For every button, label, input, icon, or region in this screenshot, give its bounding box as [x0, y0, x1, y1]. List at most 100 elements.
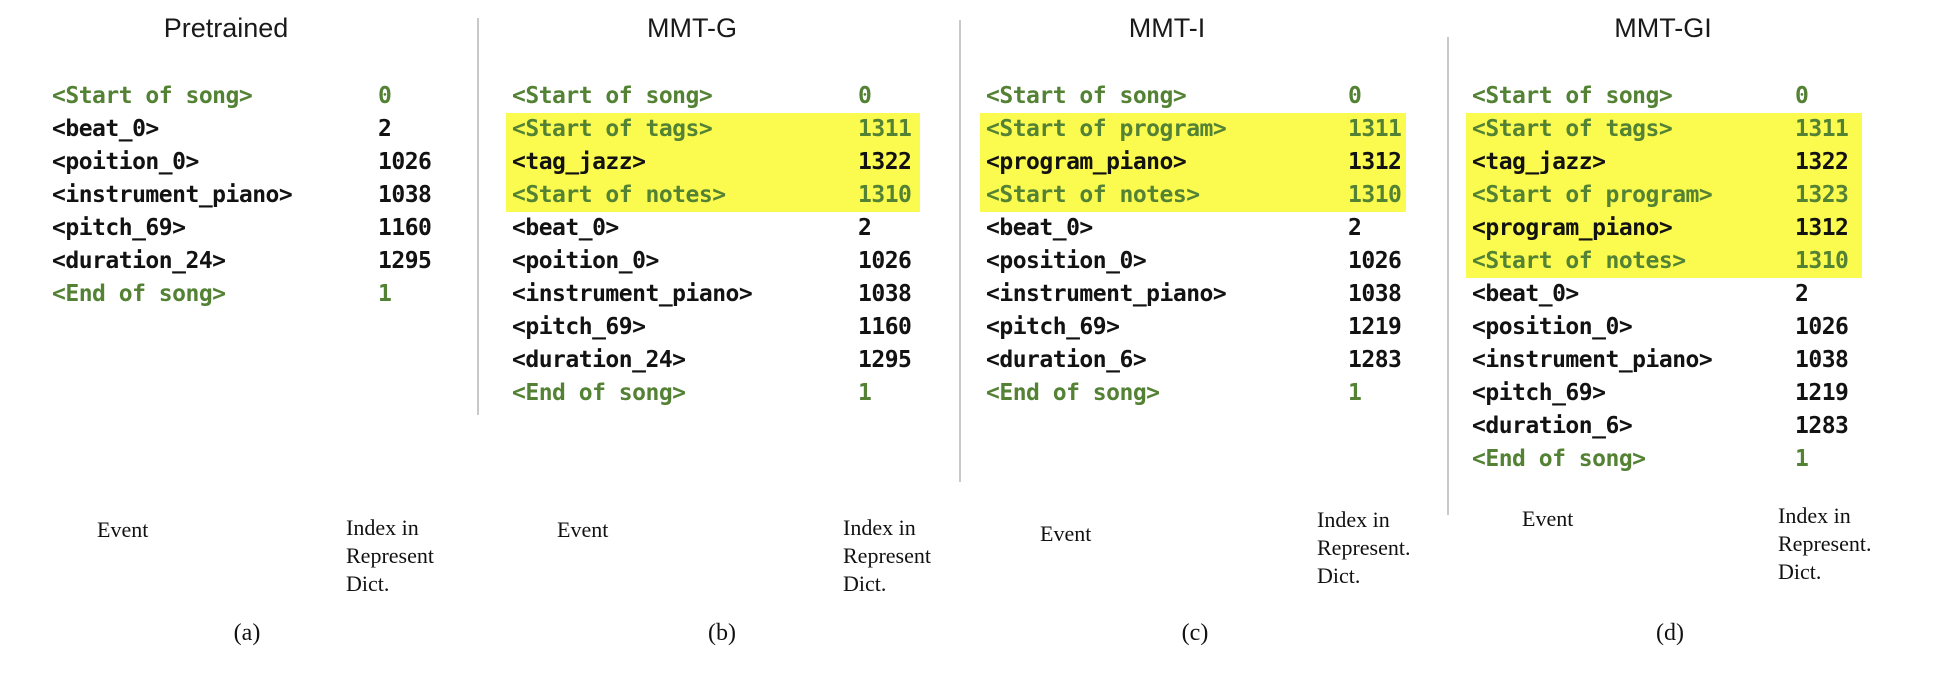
token-index: 1038 — [1348, 281, 1402, 307]
event-token: <Start of song> — [986, 83, 1187, 109]
event-token: <duration_6> — [986, 347, 1147, 373]
token-index: 1038 — [858, 281, 912, 307]
token-row: <pitch_69> 1219 — [980, 311, 1406, 344]
event-token: <beat_0> — [52, 116, 159, 142]
event-token: <pitch_69> — [52, 215, 186, 241]
panel-title: MMT-I — [1128, 13, 1206, 43]
token-row: <Start of song> 0 — [1466, 80, 1862, 113]
token-row: <instrument_piano> 1038 — [1466, 344, 1862, 377]
token-row: <beat_0> 2 — [1466, 278, 1862, 311]
index-column-label: Index in Represent Dict. — [346, 515, 434, 596]
token-index: 0 — [1795, 83, 1809, 109]
token-index: 1310 — [1348, 182, 1402, 208]
event-token: <beat_0> — [1472, 281, 1579, 307]
event-token: <End of song> — [986, 380, 1160, 406]
token-index: 1295 — [378, 248, 432, 274]
event-token: <End of song> — [1472, 446, 1646, 472]
token-row: <Start of song> 0 — [46, 80, 446, 113]
token-row: <beat_0> 2 — [46, 113, 446, 146]
event-token: <tag_jazz> — [1472, 149, 1606, 175]
panel-title: MMT-G — [647, 13, 737, 43]
token-index: 1311 — [1795, 116, 1849, 142]
token-row: <beat_0> 2 — [980, 212, 1406, 245]
event-token: <Start of notes> — [512, 182, 726, 208]
event-token: <Start of program> — [1472, 182, 1713, 208]
token-index: 1312 — [1795, 215, 1849, 241]
token-row: <pitch_69> 1160 — [506, 311, 920, 344]
event-token: <beat_0> — [512, 215, 619, 241]
event-token: <beat_0> — [986, 215, 1093, 241]
panel-caption: (b) — [708, 620, 736, 646]
event-token: <Start of tags> — [1472, 116, 1673, 142]
panel-caption: (a) — [233, 620, 261, 646]
token-row: <duration_6> 1283 — [980, 344, 1406, 377]
token-row: <position_0> 1026 — [1466, 311, 1862, 344]
token-row: <End of song> 1 — [506, 377, 920, 410]
token-index: 0 — [858, 83, 872, 109]
token-index: 1323 — [1795, 182, 1849, 208]
event-token: <program_piano> — [1472, 215, 1673, 241]
index-column-label: Index in Represent. Dict. — [1317, 507, 1411, 588]
token-index: 1 — [1795, 446, 1809, 472]
token-index: 0 — [1348, 83, 1362, 109]
event-token: <pitch_69> — [1472, 380, 1606, 406]
token-index: 1322 — [1795, 149, 1849, 175]
token-row: <tag_jazz> 1322 — [1466, 146, 1862, 179]
event-token: <tag_jazz> — [512, 149, 646, 175]
event-column-label: Event — [557, 517, 609, 542]
token-row: <Start of notes> 1310 — [980, 179, 1406, 212]
panel-divider — [959, 20, 961, 482]
event-token: <Start of song> — [1472, 83, 1673, 109]
token-row: <poition_0> 1026 — [506, 245, 920, 278]
panel-caption: (c) — [1181, 620, 1209, 646]
event-token: <duration_24> — [52, 248, 226, 274]
event-token: <position_0> — [986, 248, 1147, 274]
token-row: <duration_24> 1295 — [506, 344, 920, 377]
token-row: <program_piano> 1312 — [980, 146, 1406, 179]
token-index: 0 — [378, 83, 392, 109]
token-row: <pitch_69> 1160 — [46, 212, 446, 245]
token-index: 1311 — [1348, 116, 1402, 142]
token-index: 1295 — [858, 347, 912, 373]
token-index: 1310 — [1795, 248, 1849, 274]
event-token: <poition_0> — [52, 149, 199, 175]
panel-caption: (d) — [1656, 620, 1684, 646]
panel-divider — [1447, 37, 1449, 515]
token-index: 2 — [858, 215, 872, 241]
token-index: 1322 — [858, 149, 912, 175]
token-index: 1 — [1348, 380, 1362, 406]
event-token: <pitch_69> — [986, 314, 1120, 340]
token-index: 1 — [858, 380, 872, 406]
token-row: <Start of notes> 1310 — [1466, 245, 1862, 278]
token-index: 1219 — [1348, 314, 1402, 340]
token-row: <End of song> 1 — [980, 377, 1406, 410]
panel-d: MMT-GI <Start of song> 0 <Start of tags> 13… — [1466, 0, 1871, 678]
token-index: 1283 — [1348, 347, 1402, 373]
event-token: <Start of song> — [52, 83, 253, 109]
panel-c: MMT-I <Start of song> 0 <Start of program>… — [980, 0, 1410, 678]
token-index: 1160 — [858, 314, 912, 340]
event-token: <instrument_piano> — [986, 281, 1227, 307]
event-token: <duration_24> — [512, 347, 686, 373]
token-row: <Start of tags> 1311 — [506, 113, 920, 146]
event-column-label: Event — [97, 517, 149, 542]
token-index: 1 — [378, 281, 392, 307]
token-row: <instrument_piano> 1038 — [980, 278, 1406, 311]
token-row: <position_0> 1026 — [980, 245, 1406, 278]
index-column-label: Index in Represent Dict. — [843, 515, 931, 596]
token-index: 2 — [378, 116, 392, 142]
token-row: <beat_0> 2 — [506, 212, 920, 245]
token-row: <Start of program> 1311 — [980, 113, 1406, 146]
event-column-label: Event — [1522, 506, 1574, 531]
token-row: <duration_24> 1295 — [46, 245, 446, 278]
event-token: <End of song> — [512, 380, 686, 406]
token-row: <End of song> 1 — [1466, 443, 1862, 476]
token-row: <tag_jazz> 1322 — [506, 146, 920, 179]
token-index: 1219 — [1795, 380, 1849, 406]
event-token: <pitch_69> — [512, 314, 646, 340]
token-index: 1310 — [858, 182, 912, 208]
panel-title: Pretrained — [163, 13, 289, 43]
event-token: <instrument_piano> — [1472, 347, 1713, 373]
event-token: <poition_0> — [512, 248, 659, 274]
event-token: <position_0> — [1472, 314, 1633, 340]
